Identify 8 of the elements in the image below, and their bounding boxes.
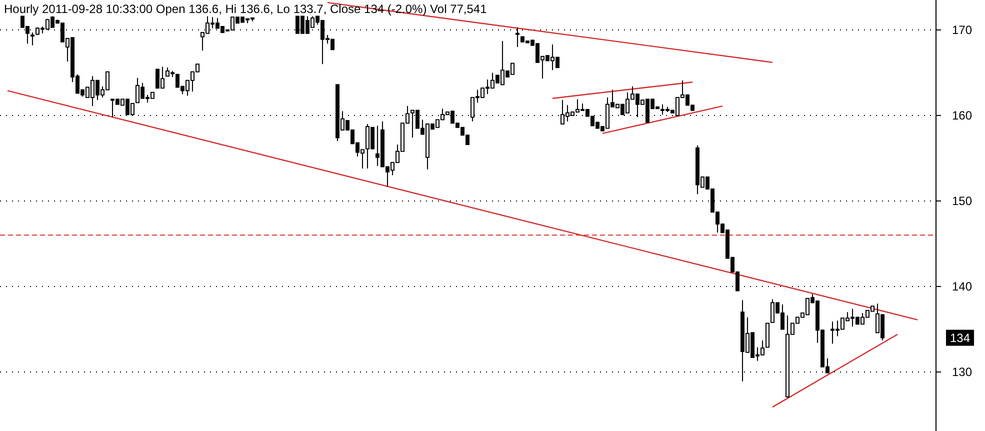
y-tick-label: 130 bbox=[952, 365, 972, 380]
text: 134 bbox=[950, 330, 970, 345]
y-tick-label: 170 bbox=[952, 23, 972, 38]
candlestick bbox=[766, 322, 770, 348]
y-tick-label: 150 bbox=[952, 194, 972, 208]
candlestick bbox=[30, 32, 34, 46]
y-tick-label: 140 bbox=[952, 280, 972, 294]
y-tick-label: 160 bbox=[952, 108, 972, 123]
